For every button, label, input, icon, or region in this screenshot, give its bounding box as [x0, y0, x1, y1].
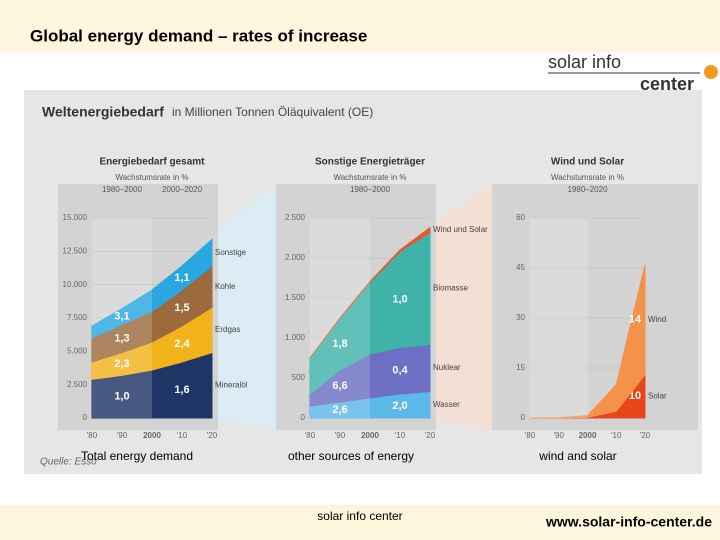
source: Quelle: Esso	[40, 457, 97, 468]
x-tick-label: '20	[640, 431, 651, 440]
x-tick-label: 2000	[361, 431, 379, 440]
logo-top: solar info	[548, 52, 621, 72]
caption: wind and solar	[538, 449, 616, 463]
y-tick-label: 60	[516, 213, 525, 222]
panel-subtitle: Wachstumsrate in %	[115, 173, 188, 182]
rate-label: 1,3	[114, 333, 129, 345]
y-tick-label: 12.500	[63, 246, 88, 255]
panel-subtitle: Wachstumsrate in %	[551, 173, 624, 182]
period: 1980–2000	[102, 185, 143, 194]
panel-subtitle: Wachstumsrate in %	[333, 173, 406, 182]
period: 1980–2020	[567, 185, 608, 194]
x-tick-label: '80	[525, 431, 536, 440]
rate-label: 2,4	[174, 338, 190, 350]
footer-center: solar info center	[317, 509, 402, 523]
rate-label: 1,6	[174, 384, 189, 396]
area	[529, 264, 646, 419]
footer-band	[0, 505, 720, 540]
x-tick-label: '90	[117, 431, 128, 440]
rate-label: 2,6	[332, 404, 347, 416]
y-tick-label: 1.500	[285, 293, 306, 302]
area	[91, 238, 213, 339]
slide-title: Global energy demand – rates of increase	[30, 26, 367, 45]
footer-url: www.solar-info-center.de	[545, 514, 712, 530]
panel-title: Energiebedarf gesamt	[99, 157, 205, 168]
logo-bottom: center	[640, 74, 694, 94]
period: 1980–2000	[350, 185, 391, 194]
y-tick-label: 0	[301, 413, 306, 422]
rate-label: 1,0	[392, 294, 407, 306]
panel	[492, 184, 698, 430]
rate-label: 2,3	[114, 358, 129, 370]
logo-dot	[704, 65, 718, 79]
y-tick-label: 2.500	[285, 213, 306, 222]
series-label: Biomasse	[433, 284, 469, 293]
series-label: Sonstige	[215, 248, 247, 257]
caption: Total energy demand	[81, 449, 193, 463]
series-label: Wind und Solar	[433, 225, 488, 234]
rate-label: 2,0	[392, 400, 407, 412]
y-tick-label: 5.000	[67, 346, 88, 355]
header-band	[0, 0, 720, 52]
panel-title: Wind und Solar	[551, 157, 624, 168]
zoom-wedge	[432, 184, 492, 430]
y-tick-label: 500	[292, 373, 306, 382]
y-tick-label: 2.500	[67, 380, 88, 389]
y-tick-label: 0	[521, 413, 526, 422]
y-tick-label: 15.000	[63, 213, 88, 222]
rate-label: 1,5	[174, 302, 189, 314]
x-tick-label: '90	[335, 431, 346, 440]
y-tick-label: 2.000	[285, 253, 306, 262]
series-label: Solar	[648, 391, 667, 400]
rate-label: 6,6	[332, 380, 347, 392]
y-tick-label: 0	[83, 413, 88, 422]
y-tick-label: 15	[516, 363, 525, 372]
figure-title: Weltenergiebedarf	[42, 104, 164, 120]
x-tick-label: '80	[87, 431, 98, 440]
series-label: Wind	[648, 315, 666, 324]
series-label: Kohle	[215, 282, 236, 291]
y-tick-label: 7.500	[67, 313, 88, 322]
series-label: Wasser	[433, 400, 460, 409]
area	[309, 226, 431, 359]
y-tick-label: 10.000	[63, 280, 88, 289]
period: 2000–2020	[162, 185, 203, 194]
past-shade	[310, 218, 370, 418]
panel-title: Sonstige Energieträger	[315, 157, 425, 168]
x-tick-label: '10	[177, 431, 188, 440]
rate-label: 1,8	[332, 338, 347, 350]
rate-label: 0,4	[392, 365, 408, 377]
x-tick-label: 2000	[579, 431, 597, 440]
zoom-wedge	[215, 184, 276, 430]
series-label: Erdgas	[215, 325, 240, 334]
x-tick-label: '10	[611, 431, 622, 440]
caption: other sources of energy	[288, 449, 414, 463]
series-label: Mineralöl	[215, 380, 248, 389]
series-label: Nuklear	[433, 363, 461, 372]
x-tick-label: '80	[305, 431, 316, 440]
past-shade	[530, 218, 588, 418]
rate-label: 14	[629, 314, 642, 326]
x-tick-label: '20	[207, 431, 218, 440]
y-tick-label: 45	[516, 263, 525, 272]
rate-label: 1,0	[114, 391, 129, 403]
rate-label: 1,1	[174, 272, 189, 284]
y-tick-label: 30	[516, 313, 525, 322]
x-tick-label: '10	[395, 431, 406, 440]
x-tick-label: '20	[425, 431, 436, 440]
figure-subtitle: in Millionen Tonnen Öläquivalent (OE)	[172, 105, 373, 119]
past-shade	[92, 218, 152, 418]
y-tick-label: 1.000	[285, 333, 306, 342]
rate-label: 10	[629, 390, 641, 402]
x-tick-label: '90	[554, 431, 565, 440]
rate-label: 3,1	[114, 311, 129, 323]
x-tick-label: 2000	[143, 431, 161, 440]
